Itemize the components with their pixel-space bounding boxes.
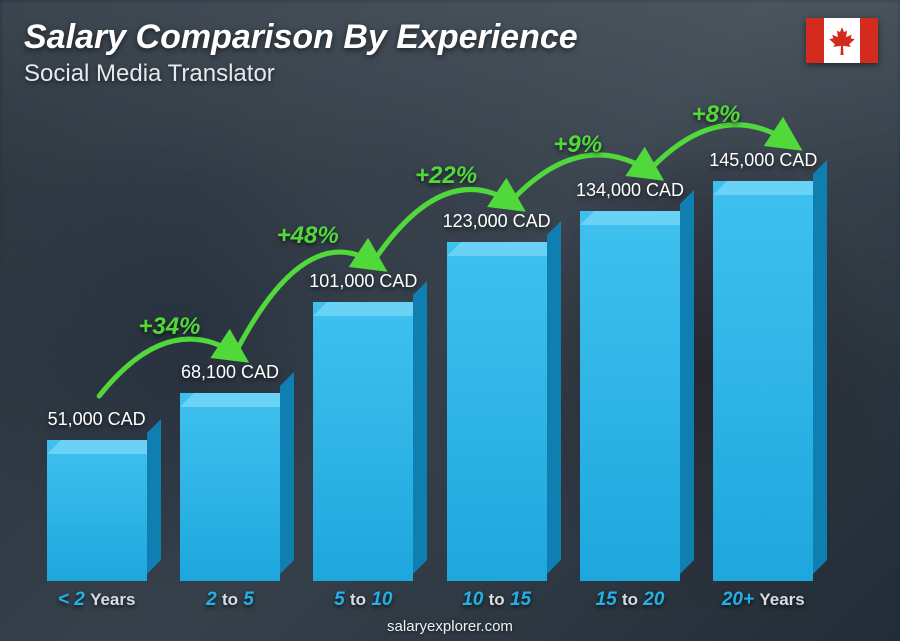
bar-group: 123,000 CAD — [436, 211, 557, 581]
bar-group: 134,000 CAD — [569, 180, 690, 581]
bar-value-label: 145,000 CAD — [709, 150, 817, 171]
bar-value-label: 51,000 CAD — [48, 409, 146, 430]
increment-percent: +48% — [277, 222, 339, 250]
bar-value-label: 68,100 CAD — [181, 362, 279, 383]
bar-group: 101,000 CAD — [303, 271, 424, 581]
bar-value-label: 123,000 CAD — [443, 211, 551, 232]
bar-group: 145,000 CAD — [703, 150, 824, 581]
chart-title: Salary Comparison By Experience — [24, 18, 578, 57]
canada-flag-icon — [806, 18, 878, 63]
bar — [180, 393, 280, 581]
increment-percent: +8% — [692, 101, 741, 129]
bar — [47, 440, 147, 581]
category-label: < 2 Years — [36, 589, 157, 611]
category-label: 20+ Years — [703, 589, 824, 611]
category-label: 2 to 5 — [169, 589, 290, 611]
bar-value-label: 101,000 CAD — [309, 271, 417, 292]
bar — [313, 302, 413, 581]
chart-subtitle: Social Media Translator — [24, 60, 275, 88]
bar — [713, 181, 813, 581]
footer-attribution: salaryexplorer.com — [0, 618, 900, 635]
maple-leaf-icon — [829, 27, 855, 55]
category-label: 15 to 20 — [569, 589, 690, 611]
bar-group: 68,100 CAD — [169, 362, 290, 581]
bar-group: 51,000 CAD — [36, 409, 157, 581]
increment-percent: +9% — [553, 131, 602, 159]
bar-value-label: 134,000 CAD — [576, 180, 684, 201]
increment-percent: +34% — [138, 313, 200, 341]
category-label: 10 to 15 — [436, 589, 557, 611]
category-label: 5 to 10 — [303, 589, 424, 611]
category-axis: < 2 Years 2 to 5 5 to 10 10 to 15 15 to 20 20… — [0, 589, 860, 611]
bar — [580, 211, 680, 581]
bar — [447, 242, 547, 581]
increment-percent: +22% — [415, 162, 477, 190]
